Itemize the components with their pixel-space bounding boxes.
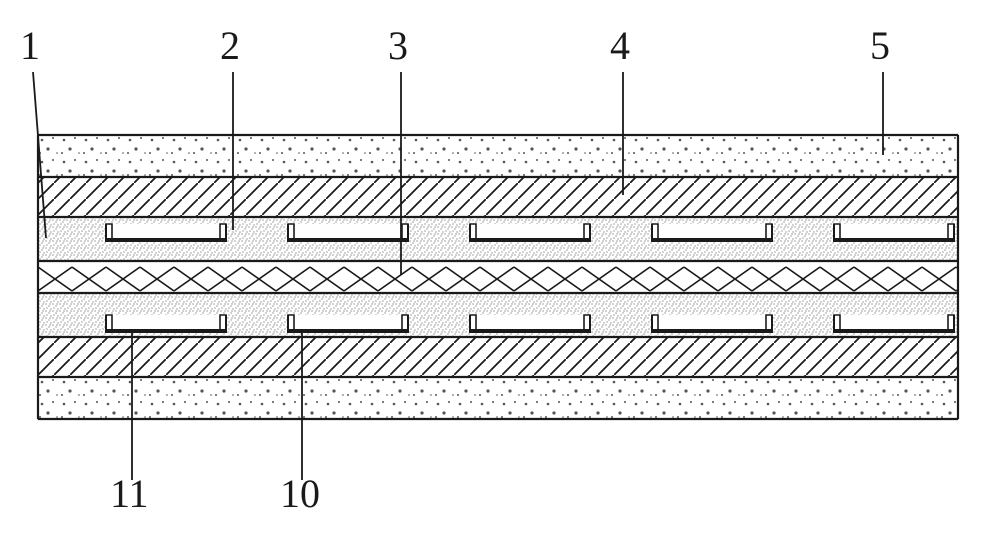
channel	[652, 224, 772, 241]
lbl-1: 1	[20, 22, 40, 69]
channel	[470, 315, 590, 332]
channel	[106, 224, 226, 241]
lbl-10: 10	[280, 470, 320, 517]
channel	[106, 315, 226, 332]
layer-bottom_dotted	[38, 377, 958, 419]
channel	[652, 315, 772, 332]
lbl-3: 3	[388, 22, 408, 69]
cross-section-figure	[38, 135, 958, 419]
channel	[834, 315, 954, 332]
lbl-11: 11	[110, 470, 149, 517]
layer-zigzag	[38, 261, 958, 293]
channel	[834, 224, 954, 241]
lbl-5: 5	[870, 22, 890, 69]
channel	[470, 224, 590, 241]
layer-top_hatch	[38, 177, 958, 217]
layer-bottom_hatch	[38, 337, 958, 377]
channel	[288, 224, 408, 241]
layer-top_dotted	[38, 135, 958, 177]
lbl-2: 2	[220, 22, 240, 69]
channel	[288, 315, 408, 332]
lbl-4: 4	[610, 22, 630, 69]
